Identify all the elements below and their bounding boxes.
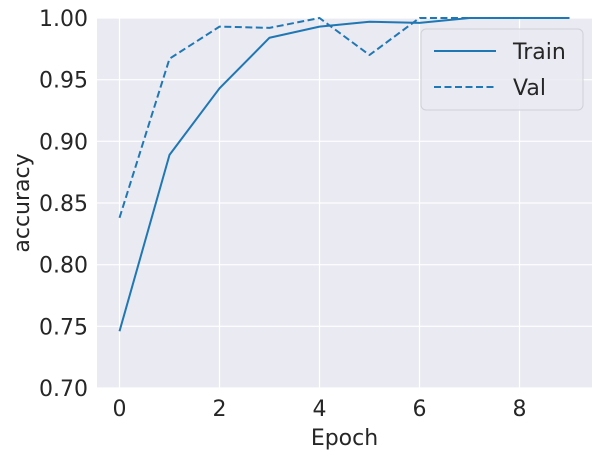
y-tick-label: 0.85 bbox=[39, 192, 88, 217]
series-layer bbox=[118, 17, 570, 332]
legend-label-train: Train bbox=[512, 40, 566, 65]
y-tick-label: 0.95 bbox=[39, 69, 88, 94]
y-tick-label: 0.70 bbox=[39, 377, 88, 402]
y-tick-label: 0.75 bbox=[39, 315, 88, 340]
legend-box bbox=[420, 28, 584, 111]
y-tick-label: 0.90 bbox=[39, 130, 88, 155]
y-tick-label: 0.80 bbox=[39, 254, 88, 279]
x-tick-label: 6 bbox=[413, 397, 427, 422]
y-tick-label: 1.00 bbox=[39, 7, 88, 32]
series-line-val bbox=[118, 17, 570, 219]
x-axis-label: Epoch bbox=[311, 426, 378, 451]
x-tick-label: 0 bbox=[113, 397, 127, 422]
x-tick-label: 8 bbox=[513, 397, 527, 422]
y-axis-label: accuracy bbox=[10, 153, 35, 252]
y-tick-labels: 0.70 0.75 0.80 0.85 0.90 0.95 1.00 bbox=[39, 7, 88, 402]
legend: Train Val bbox=[420, 28, 584, 111]
x-tick-label: 4 bbox=[313, 397, 327, 422]
x-tick-label: 2 bbox=[213, 397, 227, 422]
legend-label-val: Val bbox=[513, 76, 546, 101]
x-tick-labels: 0 2 4 6 8 bbox=[113, 397, 527, 422]
grid-lines bbox=[97, 17, 592, 389]
